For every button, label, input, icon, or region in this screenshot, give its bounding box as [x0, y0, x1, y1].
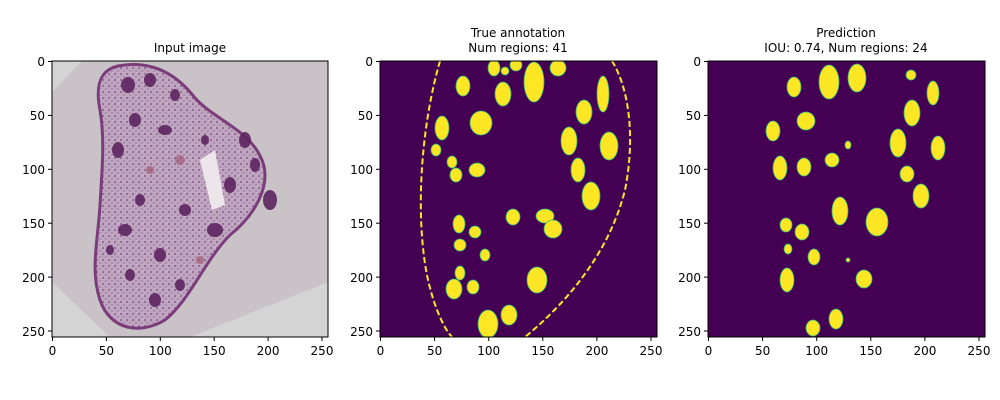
tissue-outline-right — [524, 61, 632, 337]
y-tick-label: 50 — [358, 109, 373, 123]
x-tick-label: 150 — [531, 344, 554, 358]
tissue-section — [95, 64, 265, 329]
x-tick-label: 150 — [859, 344, 882, 358]
tissue-border — [93, 63, 267, 330]
mask-background — [380, 61, 657, 337]
panel-subtitle-truth: Num regions: 41 — [468, 41, 567, 55]
truth-regions — [430, 61, 619, 337]
x-tick-label: 250 — [968, 344, 991, 358]
x-tick-label: 100 — [477, 344, 500, 358]
y-axis-pred: 0 50 100 150 200 250 — [678, 55, 708, 339]
y-tick-label: 0 — [693, 55, 701, 69]
x-tick-label: 0 — [705, 344, 713, 358]
y-tick-label: 100 — [350, 163, 373, 177]
x-axis-truth: 0 50 100 150 200 250 — [377, 337, 663, 358]
x-axis-input: 0 50 100 150 200 250 — [49, 337, 334, 358]
x-tick-label: 200 — [257, 344, 280, 358]
y-tick-label: 100 — [678, 163, 701, 177]
x-tick-label: 50 — [755, 344, 770, 358]
y-tick-label: 0 — [37, 55, 45, 69]
y-tick-label: 200 — [350, 271, 373, 285]
panel-subtitle-pred: IOU: 0.74, Num regions: 24 — [764, 41, 927, 55]
truth-mask — [380, 61, 657, 337]
input-image — [52, 61, 328, 337]
nuclei-group — [106, 73, 277, 307]
panel-title-input: Input image — [154, 41, 226, 55]
x-tick-label: 150 — [203, 344, 226, 358]
y-tick-label: 200 — [678, 271, 701, 285]
axes-frame-input — [51, 60, 329, 338]
y-tick-label: 150 — [678, 217, 701, 231]
x-tick-label: 200 — [913, 344, 936, 358]
axes-frame-truth — [379, 60, 658, 338]
tissue-outline-left — [419, 61, 453, 337]
pred-mask — [708, 61, 985, 337]
panel-truth: True annotation Num regions: 41 — [350, 26, 662, 358]
x-tick-label: 250 — [640, 344, 663, 358]
axes-frame-pred — [707, 60, 986, 338]
stroma-spots — [146, 155, 204, 264]
y-tick-label: 200 — [22, 271, 45, 285]
y-axis-input: 0 50 100 150 200 250 — [22, 55, 52, 339]
pred-regions — [765, 63, 946, 337]
y-tick-label: 250 — [22, 325, 45, 339]
x-tick-label: 50 — [99, 344, 114, 358]
y-tick-label: 250 — [678, 325, 701, 339]
x-tick-label: 0 — [377, 344, 385, 358]
panel-title-pred: Prediction — [816, 26, 876, 40]
panel-pred: Prediction IOU: 0.74, Num regions: 24 — [678, 26, 990, 358]
x-tick-label: 200 — [585, 344, 608, 358]
tissue-lumen — [200, 150, 225, 210]
y-tick-label: 150 — [350, 217, 373, 231]
y-tick-label: 100 — [22, 163, 45, 177]
x-tick-label: 100 — [805, 344, 828, 358]
x-axis-pred: 0 50 100 150 200 250 — [705, 337, 991, 358]
x-tick-label: 250 — [311, 344, 334, 358]
mask-background — [708, 61, 985, 337]
x-tick-label: 50 — [427, 344, 442, 358]
y-tick-label: 50 — [686, 109, 701, 123]
x-tick-label: 0 — [49, 344, 57, 358]
y-axis-truth: 0 50 100 150 200 250 — [350, 55, 380, 339]
panel-title-truth: True annotation — [470, 26, 565, 40]
y-tick-label: 250 — [350, 325, 373, 339]
x-tick-label: 100 — [149, 344, 172, 358]
y-tick-label: 0 — [365, 55, 373, 69]
panel-input: Input image — [22, 41, 333, 358]
y-tick-label: 50 — [30, 109, 45, 123]
y-tick-label: 150 — [22, 217, 45, 231]
